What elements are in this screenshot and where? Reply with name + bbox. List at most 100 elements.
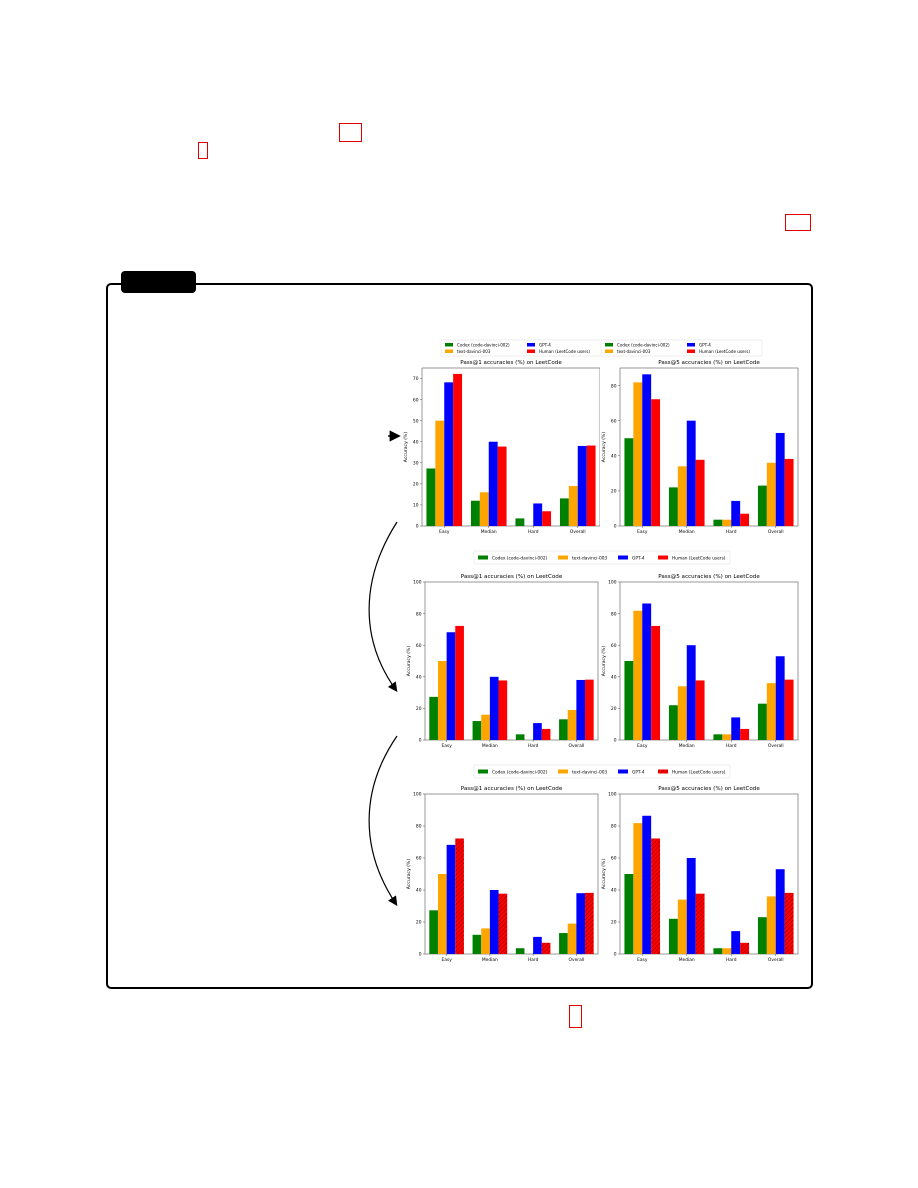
- legend-swatch: [618, 769, 628, 774]
- bar: [577, 445, 587, 526]
- x-tick-label: Overall: [570, 529, 586, 535]
- figure-panel-tab: [121, 271, 196, 293]
- x-tick-label: Easy: [637, 743, 648, 749]
- x-tick-label: Median: [679, 743, 695, 749]
- bar: [775, 656, 785, 740]
- plot-frame: [424, 793, 599, 955]
- y-tick-label: 80: [611, 611, 617, 617]
- bar: [429, 696, 438, 740]
- bar: [713, 734, 723, 740]
- bar: [498, 680, 508, 740]
- bar: [766, 683, 776, 740]
- bar: [651, 625, 661, 740]
- legend-swatch: [445, 343, 453, 347]
- x-tick-label: Hard: [726, 957, 737, 963]
- legend-swatch: [605, 349, 613, 353]
- bar: [695, 680, 705, 740]
- y-tick-label: 70: [413, 376, 419, 382]
- legend-label: GPT-4: [699, 342, 711, 347]
- bar: [470, 500, 480, 526]
- legend-box: [473, 764, 731, 779]
- chart-title: Pass@1 accuracies (%) on LeetCode: [461, 574, 563, 580]
- bar: [722, 948, 732, 954]
- bar: [455, 838, 464, 954]
- bar: [559, 719, 568, 740]
- legend-swatch: [687, 349, 695, 353]
- shared-legend-row2: Codex (code-davinci-002) text-davinci-003…: [473, 550, 731, 565]
- bar: [731, 500, 741, 526]
- y-tick-label: 20: [416, 920, 422, 926]
- y-tick-label: 100: [413, 792, 422, 798]
- x-tick-label: Overall: [768, 743, 784, 749]
- y-tick-label: 0: [416, 524, 419, 530]
- x-tick-label: Easy: [441, 743, 452, 749]
- chart-title: Pass@5 accuracies (%) on LeetCode: [658, 574, 760, 580]
- bar: [668, 487, 678, 526]
- legend-label: text-davinci-003: [572, 769, 607, 775]
- bar: [497, 446, 507, 526]
- bar: [542, 511, 552, 526]
- legend-label: text-davinci-003: [457, 349, 491, 354]
- legend-swatch: [618, 555, 628, 560]
- legend-box: [600, 339, 763, 357]
- bar: [713, 519, 723, 526]
- legend-swatch: [478, 555, 488, 560]
- bar: [677, 899, 687, 954]
- x-tick-label: Hard: [528, 743, 539, 749]
- redacted-mark-2: [198, 142, 208, 159]
- y-tick-label: 50: [413, 418, 419, 424]
- y-tick-label: 60: [416, 643, 422, 649]
- chart-row3-legend: Codex (code-davinci-002) text-davinci-003…: [400, 762, 803, 782]
- y-tick-label: 0: [614, 524, 617, 530]
- bar: [533, 936, 542, 954]
- y-tick-label: 10: [413, 503, 419, 509]
- pass1-chart-v1: Codex (code-davinci-002) GPT-4 text-davinc…: [403, 339, 600, 535]
- y-tick-label: 0: [614, 952, 617, 958]
- bar: [515, 518, 525, 526]
- y-tick-label: 60: [416, 856, 422, 862]
- bar: [633, 823, 643, 954]
- bar: [455, 625, 464, 740]
- y-tick-label: 60: [413, 397, 419, 403]
- bar: [472, 934, 482, 954]
- x-tick-label: Median: [679, 957, 695, 963]
- y-tick-label: 80: [611, 824, 617, 830]
- y-tick-label: 0: [614, 738, 617, 744]
- legend-label: Codex (code-davinci-002): [617, 342, 670, 347]
- legend-label: Codex (code-davinci-002): [492, 769, 548, 775]
- shared-legend-row3: Codex (code-davinci-002) text-davinci-003…: [473, 764, 731, 779]
- legend-label: Human (LeetCode users): [672, 555, 726, 561]
- chart-title: Pass@1 accuracies (%) on LeetCode: [461, 786, 563, 792]
- bar: [437, 661, 447, 740]
- bar: [488, 441, 498, 526]
- legend-swatch: [527, 343, 535, 347]
- bar: [757, 703, 767, 740]
- y-tick-label: 40: [416, 888, 422, 894]
- bar: [686, 645, 696, 740]
- y-tick-label: 60: [611, 643, 617, 649]
- bar: [642, 815, 652, 954]
- plot-frame: [421, 367, 600, 527]
- chart-row2-legend: Codex (code-davinci-002) text-davinci-003…: [400, 548, 803, 568]
- bar: [766, 896, 776, 954]
- y-tick-label: 100: [608, 792, 617, 798]
- bar: [426, 468, 436, 526]
- bar: [479, 492, 489, 526]
- bar: [541, 942, 551, 954]
- bar: [568, 485, 578, 526]
- y-axis-label: Accuracy (%): [406, 859, 412, 890]
- legend-swatch: [558, 769, 568, 774]
- bar: [722, 519, 732, 526]
- bar: [481, 714, 490, 740]
- x-tick-label: Median: [482, 957, 498, 963]
- legend-label: Codex (code-davinci-002): [492, 555, 548, 561]
- bar: [677, 686, 687, 740]
- x-tick-label: Overall: [768, 529, 784, 535]
- legend-swatch: [658, 555, 668, 560]
- y-axis-label: Accuracy (%): [403, 432, 409, 463]
- bar: [541, 728, 551, 740]
- bar: [740, 728, 750, 740]
- legend-swatch: [478, 769, 488, 774]
- bar: [784, 892, 794, 954]
- chart-row3-pass1: Pass@1 accuracies (%) on LeetCode Accurac…: [400, 782, 603, 967]
